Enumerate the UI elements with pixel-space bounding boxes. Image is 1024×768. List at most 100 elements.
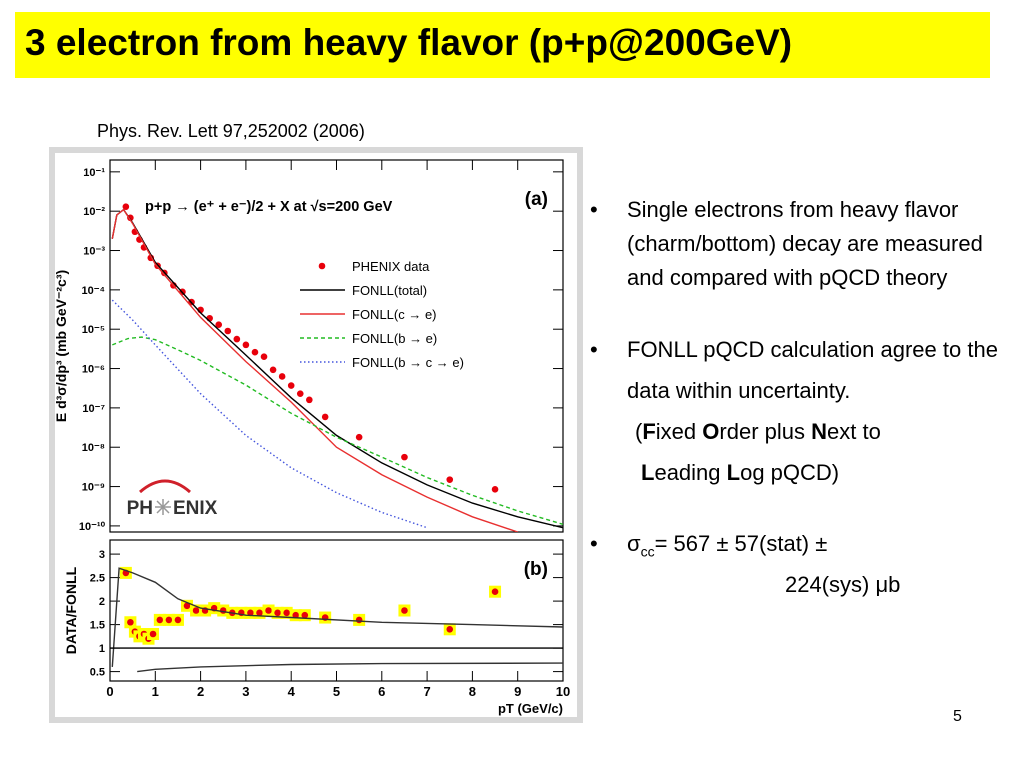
data-point <box>491 486 499 493</box>
logo-text: PH <box>127 498 153 519</box>
panel-label: (b) <box>524 559 548 580</box>
data-point <box>260 353 268 361</box>
title-bar: 3 electron from heavy flavor (p+p@200GeV… <box>15 12 990 78</box>
bullet: σcc= 567 ± 57(stat) ± 224(sys) μb <box>590 527 1000 602</box>
text-run: cc <box>640 543 655 560</box>
series-group <box>111 203 563 532</box>
x-tick-label: 3 <box>242 684 249 699</box>
data-point <box>242 341 250 349</box>
data-point <box>287 382 295 389</box>
bullet-line: 224(sys) μb <box>627 568 1000 602</box>
y-tick-label: 10⁻⁸ <box>82 442 105 454</box>
bullet-text: Single electrons from heavy flavor (char… <box>627 197 983 290</box>
y-tick-label: 10⁻² <box>83 206 105 218</box>
x-tick-label: 6 <box>378 684 385 699</box>
bullet: Single electrons from heavy flavor (char… <box>590 193 1000 295</box>
data-point <box>306 396 313 404</box>
data-point <box>401 453 408 461</box>
y-tick-label: 10⁻¹⁰ <box>79 521 106 533</box>
text-run: O <box>702 419 720 444</box>
text-run: eading <box>654 460 727 485</box>
x-axis-label: pT (GeV/c) <box>498 701 563 716</box>
curve <box>137 662 563 673</box>
data-point <box>256 609 263 617</box>
x-tick-label: 8 <box>469 684 476 699</box>
data-point <box>321 413 329 421</box>
data-point <box>491 588 499 595</box>
y-tick-label: 2.5 <box>90 573 105 585</box>
legend-label: FONLL(b → e) <box>352 331 437 346</box>
curve <box>111 208 518 532</box>
x-tick-label: 5 <box>333 684 340 699</box>
bullet-text: FONLL pQCD calculation agree to the data… <box>627 337 998 403</box>
y-tick-label: 10⁻⁷ <box>82 403 105 415</box>
page-number: 5 <box>953 708 962 725</box>
data-point <box>149 630 157 638</box>
data-point <box>122 203 130 211</box>
x-tick-label: 1 <box>152 684 159 699</box>
data-point <box>233 335 241 343</box>
text-run: ext to <box>827 419 881 444</box>
data-point <box>283 609 290 617</box>
logo-text: ENIX <box>173 498 218 519</box>
y-tick-label: 2 <box>99 596 105 608</box>
data-point <box>401 607 408 614</box>
logo-star <box>155 499 171 515</box>
y-tick-label: 0.5 <box>90 667 105 679</box>
annotation: p+p → (e⁺ + e⁻)/2 + X at √s=200 GeV <box>145 199 393 215</box>
data-point <box>446 476 454 483</box>
bullet: FONLL pQCD calculation agree to the data… <box>590 329 1000 493</box>
data-point <box>278 373 286 380</box>
series-group <box>110 566 563 673</box>
y-tick-label: 1.5 <box>90 620 105 632</box>
x-tick-label: 7 <box>423 684 430 699</box>
y-tick-label: 1 <box>99 643 105 655</box>
data-point <box>265 607 272 614</box>
y-tick-label: 10⁻⁴ <box>82 285 105 297</box>
data-point <box>192 607 200 614</box>
data-point <box>274 609 281 617</box>
bullet-list: Single electrons from heavy flavor (char… <box>590 193 1000 636</box>
data-point <box>251 348 259 356</box>
legend-label: FONLL(c → e) <box>352 307 437 322</box>
y-tick-label: 10⁻¹ <box>83 167 105 179</box>
data-point <box>446 626 454 633</box>
panel-label: (a) <box>525 189 548 210</box>
data-point <box>127 618 134 626</box>
legend-label: FONLL(total) <box>352 283 427 298</box>
data-point <box>269 366 277 374</box>
data-point <box>156 616 164 624</box>
x-tick-label: 4 <box>288 684 296 699</box>
legend-label: FONLL(b → c → e) <box>352 355 464 370</box>
bullet-line: σcc= 567 ± 57(stat) ± <box>627 527 1000 568</box>
data-point <box>292 611 300 619</box>
legend-label: PHENIX data <box>352 259 430 274</box>
text-run: og pQCD) <box>740 460 840 485</box>
data-point <box>355 433 363 441</box>
y-axis-label: DATA/FONLL <box>63 566 79 654</box>
text-run: ixed <box>655 419 703 444</box>
text-run: F <box>642 419 656 444</box>
y-tick-label: 10⁻⁶ <box>82 364 105 376</box>
text-run: L <box>641 460 655 485</box>
x-tick-label: 0 <box>106 684 113 699</box>
data-point <box>174 616 182 624</box>
data-point <box>224 327 232 335</box>
legend-symbol <box>318 262 326 270</box>
logo-arc <box>139 479 191 494</box>
data-point <box>355 616 363 624</box>
data-point <box>219 607 227 614</box>
curve <box>111 567 563 667</box>
slide-title: 3 electron from heavy flavor (p+p@200GeV… <box>25 22 793 63</box>
data-point <box>247 609 254 617</box>
data-point <box>301 611 309 619</box>
bullet-note: Leading Log pQCD) <box>627 452 1000 493</box>
y-tick-label: 10⁻⁹ <box>82 482 105 494</box>
data-point <box>296 390 304 397</box>
y-tick-label: 10⁻³ <box>83 246 105 258</box>
x-tick-label: 10 <box>556 684 570 699</box>
y-tick-label: 10⁻⁵ <box>82 324 105 336</box>
data-point <box>183 602 191 610</box>
